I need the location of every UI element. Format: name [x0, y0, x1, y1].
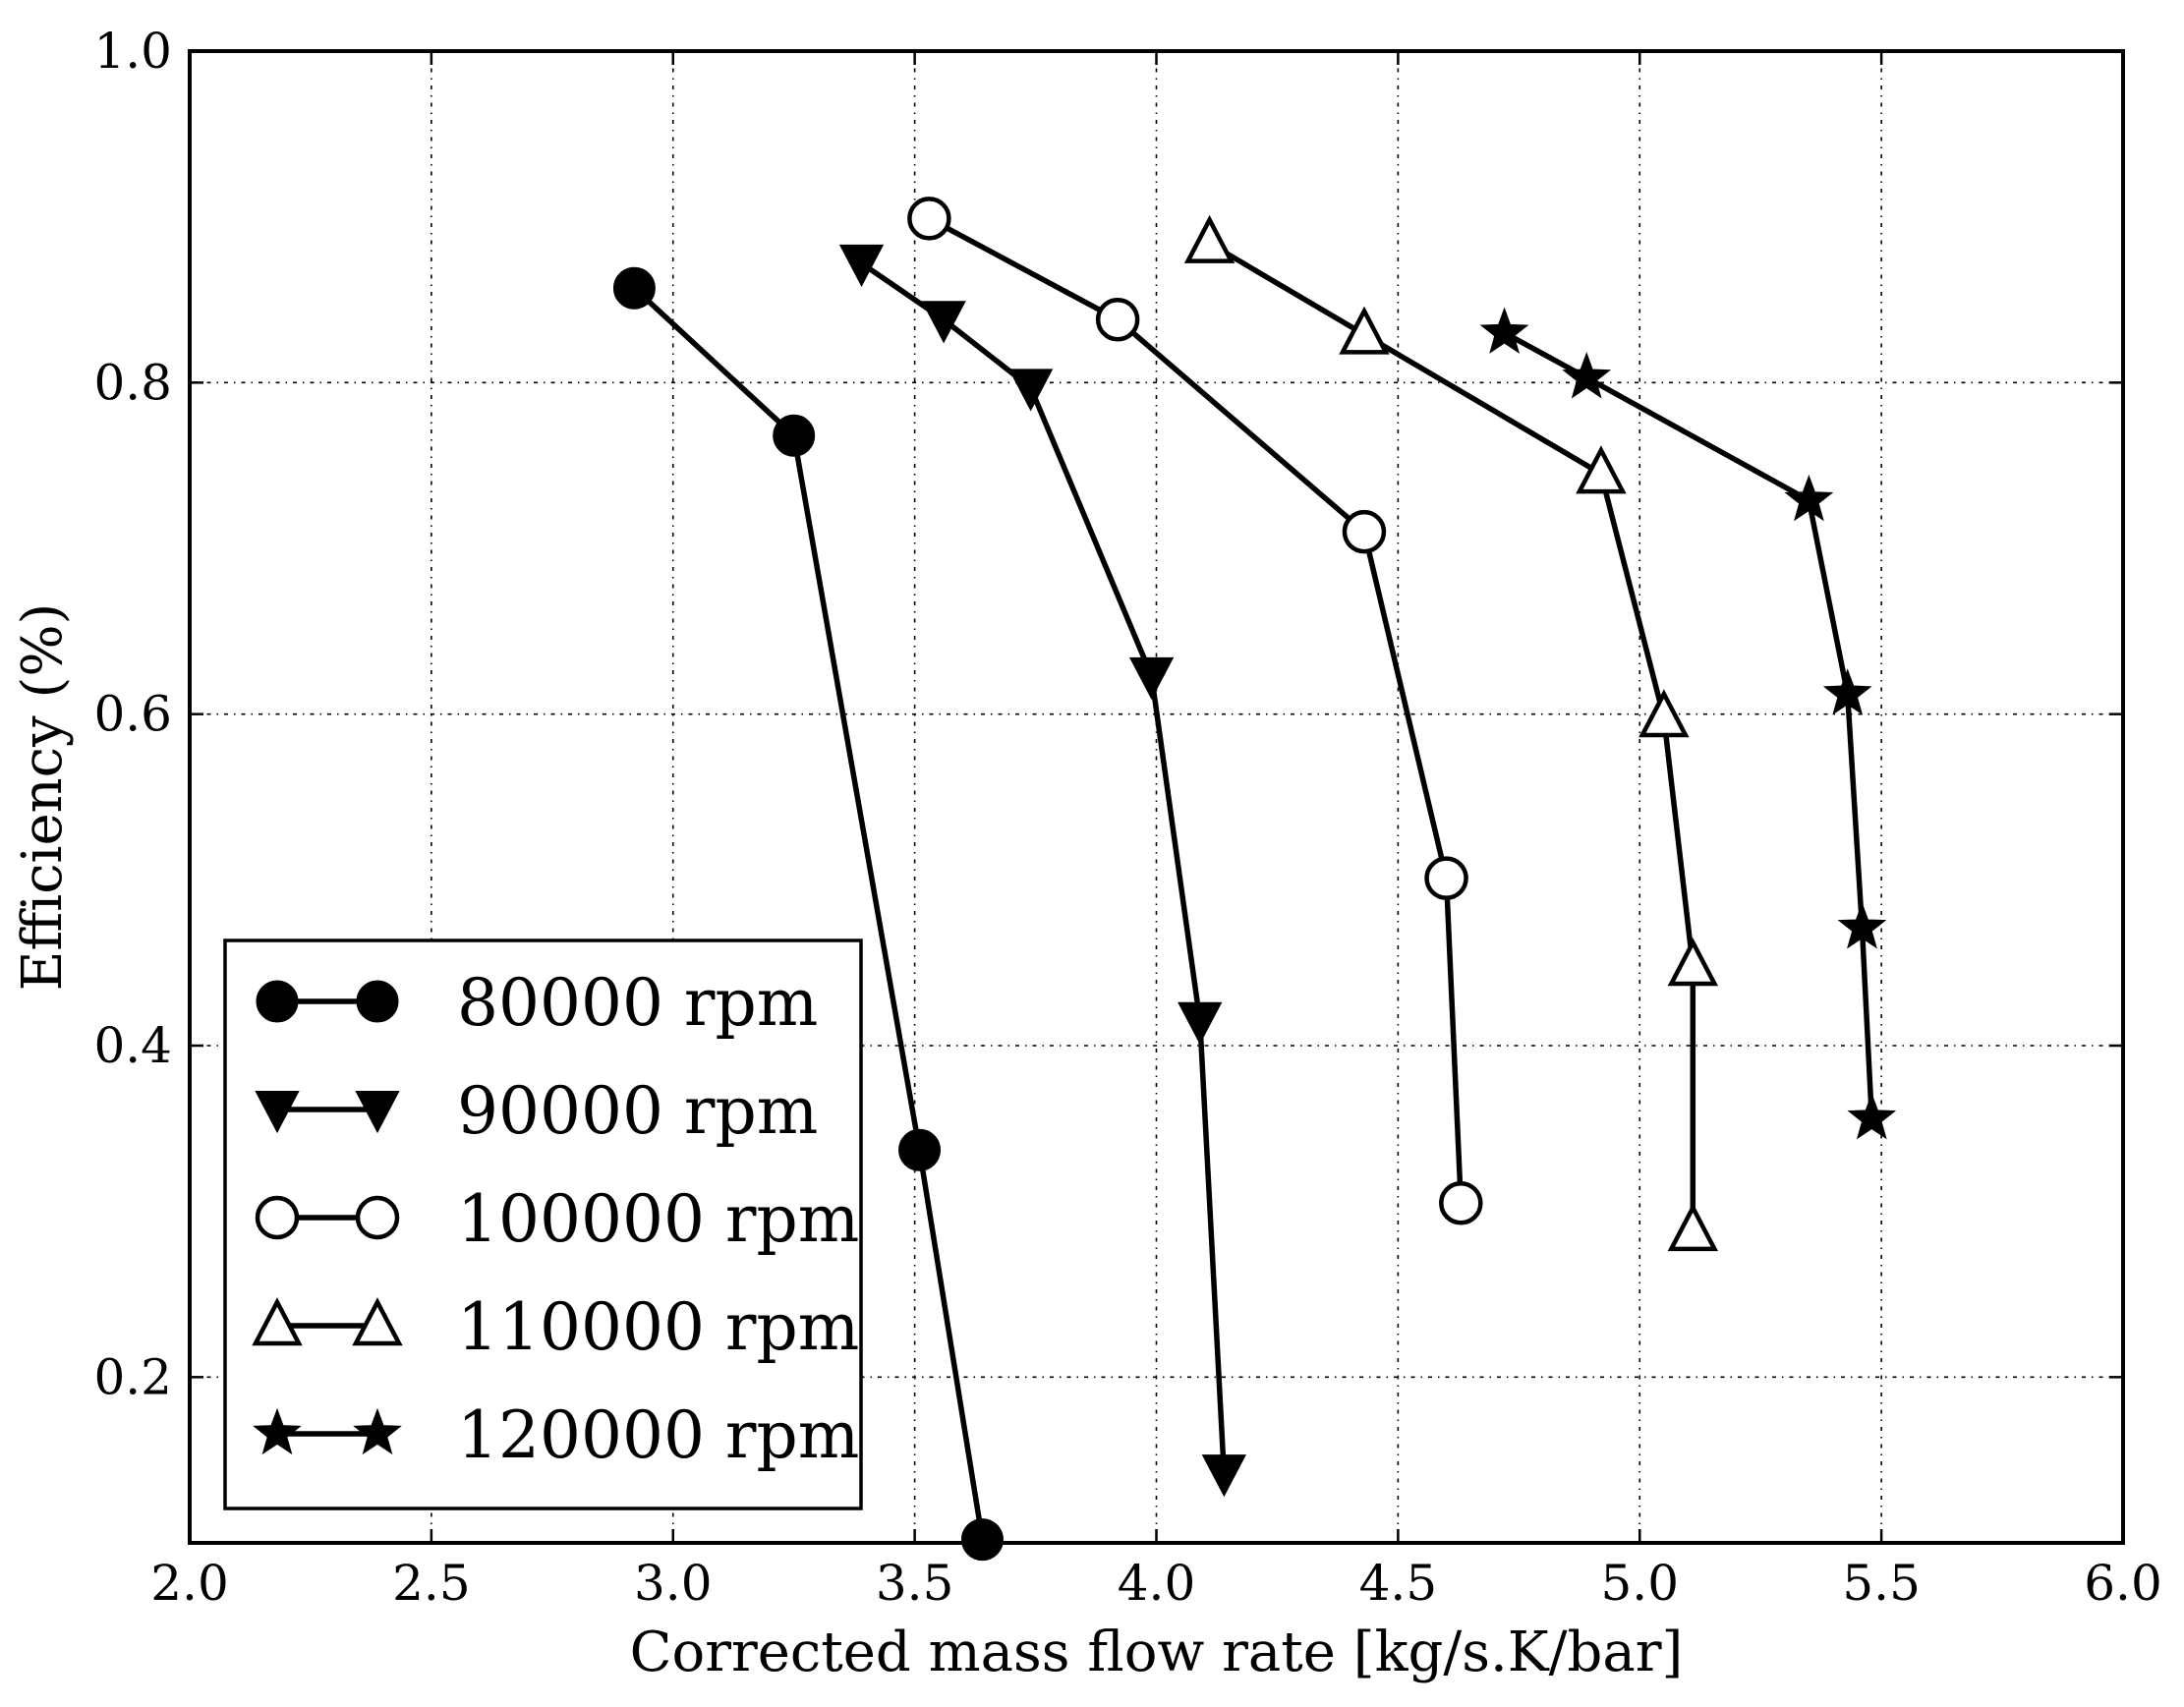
legend-label: 110000 rpm: [457, 1289, 859, 1365]
y-tick-label: 0.6: [93, 686, 172, 743]
axis-ticks: 2.0 2.5 3.0 3.5 4.0 4.5 5.0 5.5 6.0 0.2 0.4 0.6 0.8 1…: [93, 23, 2161, 1612]
data-point: [898, 1128, 942, 1171]
data-point: [1128, 656, 1175, 701]
series-line-1: [859, 260, 1228, 1474]
legend-marker: [252, 1297, 303, 1346]
data-point: [1784, 474, 1834, 522]
x-axis-title: Corrected mass flow rate [kg/s.K/bar]: [630, 1621, 1684, 1684]
data-point: [1837, 902, 1887, 949]
y-tick-label: 0.4: [93, 1017, 172, 1074]
series-0: [612, 266, 1004, 1562]
x-tick-label: 3.0: [634, 1555, 713, 1612]
legend-marker: [352, 1297, 403, 1346]
x-tick-label: 4.5: [1359, 1555, 1438, 1612]
data-point: [773, 414, 816, 457]
data-point: [1479, 307, 1529, 354]
series-2: [907, 197, 1483, 1225]
data-point: [1342, 509, 1387, 554]
x-tick-label: 5.0: [1600, 1555, 1679, 1612]
y-tick-label: 1.0: [93, 23, 172, 80]
legend-label: 80000 rpm: [457, 965, 818, 1041]
data-point: [1822, 668, 1872, 715]
series-1: [838, 244, 1246, 1498]
data-point: [1638, 689, 1690, 738]
legend-label: 100000 rpm: [457, 1181, 859, 1257]
data-point: [1095, 297, 1140, 342]
x-tick-label: 4.0: [1118, 1555, 1196, 1612]
legend-marker: [353, 1407, 402, 1455]
series-line-3: [1208, 241, 1696, 1231]
data-point: [907, 197, 951, 241]
legend-label: 120000 rpm: [457, 1397, 859, 1473]
legend-marker: [253, 1407, 302, 1455]
legend-label: 90000 rpm: [457, 1073, 818, 1149]
legend-marker: [356, 980, 399, 1023]
legend-marker: [355, 1195, 400, 1240]
x-tick-label: 2.5: [392, 1555, 471, 1612]
data-point: [1007, 369, 1054, 412]
series-line-2: [928, 215, 1465, 1204]
legend-entry: 110000 rpm: [252, 1289, 859, 1365]
data-point: [1439, 1180, 1483, 1225]
data-point: [1183, 214, 1236, 263]
series-group: [612, 197, 1897, 1562]
data-point: [1178, 1001, 1223, 1045]
y-tick-label: 0.2: [93, 1348, 172, 1405]
x-tick-label: 2.0: [150, 1555, 229, 1612]
data-point: [1847, 1093, 1897, 1140]
legend-marker: [255, 1195, 300, 1240]
x-tick-label: 3.5: [876, 1555, 954, 1612]
legend-entry: 120000 rpm: [253, 1397, 859, 1473]
legend-marker: [355, 1091, 400, 1134]
legend: 80000 rpm 90000 rpm 100000 rpm 110000 rpm 12…: [223, 939, 863, 1510]
data-point: [1201, 1454, 1246, 1498]
data-point: [1667, 1203, 1719, 1252]
y-tick-label: 0.8: [93, 354, 172, 411]
legend-box: [223, 939, 863, 1510]
data-point: [838, 244, 885, 288]
x-tick-label: 5.5: [1842, 1555, 1921, 1612]
data-point: [960, 1518, 1004, 1562]
x-tick-label: 6.0: [2084, 1555, 2162, 1612]
data-point: [1576, 445, 1627, 494]
data-point: [1562, 352, 1612, 399]
legend-entry: 80000 rpm: [256, 965, 818, 1041]
data-point: [1667, 938, 1719, 987]
plot-frame: [188, 49, 2125, 1545]
data-point: [612, 266, 656, 310]
series-4: [1479, 307, 1897, 1140]
legend-entry: 100000 rpm: [255, 1181, 859, 1257]
series-line-0: [632, 286, 986, 1541]
data-point: [1424, 856, 1468, 900]
data-point: [921, 301, 966, 344]
y-axis-title: Efficiency (%): [11, 603, 75, 992]
data-point: [1339, 306, 1390, 355]
series-3: [1183, 214, 1719, 1252]
legend-entry: 90000 rpm: [255, 1073, 818, 1149]
legend-marker: [256, 980, 299, 1023]
legend-marker: [255, 1091, 300, 1134]
